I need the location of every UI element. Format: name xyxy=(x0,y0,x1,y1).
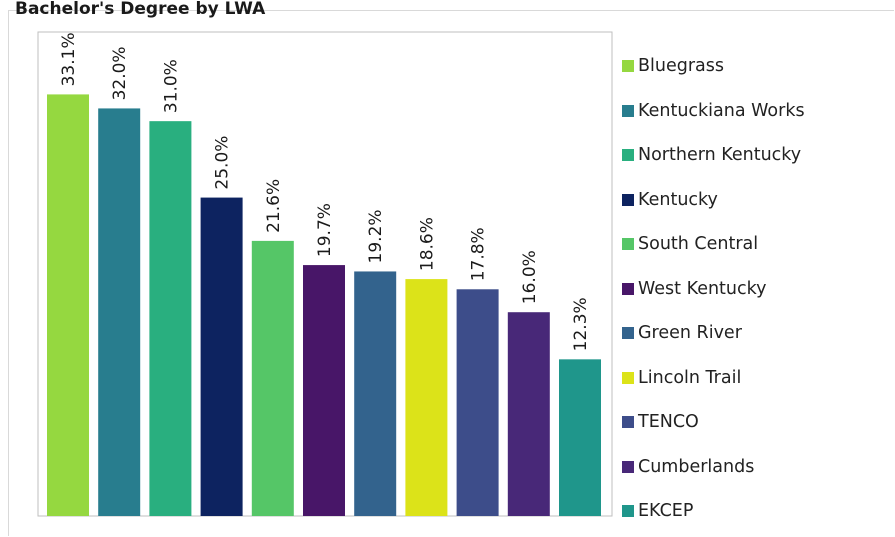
bar-label: 25.0% xyxy=(213,136,233,190)
legend-label: Kentucky xyxy=(638,189,718,210)
bar-kentuckiana-works xyxy=(98,108,141,516)
legend-label: EKCEP xyxy=(638,501,694,522)
legend-label: West Kentucky xyxy=(638,278,767,299)
legend-item: South Central xyxy=(622,222,892,267)
legend-item: Northern Kentucky xyxy=(622,133,892,178)
legend-item: Cumberlands xyxy=(622,445,892,490)
bar-west-kentucky xyxy=(303,265,345,516)
bar-ekcep xyxy=(559,359,601,516)
legend-swatch xyxy=(622,327,634,340)
legend-swatch xyxy=(622,60,634,73)
bar-south-central xyxy=(251,240,294,516)
bar-lincoln-trail xyxy=(405,279,448,516)
legend-label: South Central xyxy=(638,234,759,255)
legend-label: Cumberlands xyxy=(638,456,755,477)
bar-label: 12.3% xyxy=(571,297,591,351)
bars-group xyxy=(47,94,601,517)
legend-item: Kentuckiana Works xyxy=(622,89,892,134)
bar-northern-kentucky xyxy=(149,121,192,516)
legend-swatch xyxy=(622,371,634,384)
bar-label: 19.7% xyxy=(315,203,335,257)
legend-swatch xyxy=(622,460,634,473)
legend-swatch xyxy=(622,282,634,295)
legend: Bluegrass Kentuckiana Works Northern Kentu… xyxy=(622,44,892,534)
legend-item: TENCO xyxy=(622,400,892,445)
legend-label: TENCO xyxy=(638,412,699,433)
legend-label: Bluegrass xyxy=(638,56,724,77)
chart-title: Bachelor's Degree by LWA xyxy=(15,0,266,19)
bar-cumberlands xyxy=(507,312,550,516)
bar-label: 31.0% xyxy=(161,59,181,113)
legend-swatch xyxy=(622,238,634,251)
chart-frame: Bachelor's Degree by LWA xyxy=(8,0,894,536)
bar-label: 18.6% xyxy=(417,217,437,271)
bar-label: 19.2% xyxy=(366,209,386,263)
legend-swatch xyxy=(622,193,634,206)
legend-item: West Kentucky xyxy=(622,267,892,312)
legend-label: Green River xyxy=(638,323,742,344)
legend-label: Kentuckiana Works xyxy=(638,100,805,121)
bar-label: 21.6% xyxy=(264,179,284,233)
legend-item: Lincoln Trail xyxy=(622,356,892,401)
bar-label: 32.0% xyxy=(110,46,130,100)
legend-swatch xyxy=(622,416,634,429)
bar-tenco xyxy=(456,289,499,516)
bar-labels-group: 33.1% 32.0% 31.0% 25.0% 21.6% 19.7% 19.2% 18.6%… xyxy=(59,32,591,351)
bar-label: 17.8% xyxy=(469,227,489,281)
bar-green-river xyxy=(354,271,397,516)
legend-swatch xyxy=(622,149,634,162)
legend-item: Green River xyxy=(622,311,892,356)
bar-bluegrass xyxy=(47,94,89,517)
bar-label: 16.0% xyxy=(520,250,540,304)
legend-swatch xyxy=(622,505,634,518)
legend-item: Bluegrass xyxy=(622,44,892,89)
legend-label: Northern Kentucky xyxy=(638,145,802,166)
legend-item: EKCEP xyxy=(622,489,892,534)
legend-item: Kentucky xyxy=(622,178,892,223)
bar-label: 33.1% xyxy=(59,32,79,86)
legend-swatch xyxy=(622,104,634,117)
bar-kentucky xyxy=(200,197,243,516)
legend-label: Lincoln Trail xyxy=(638,367,742,388)
